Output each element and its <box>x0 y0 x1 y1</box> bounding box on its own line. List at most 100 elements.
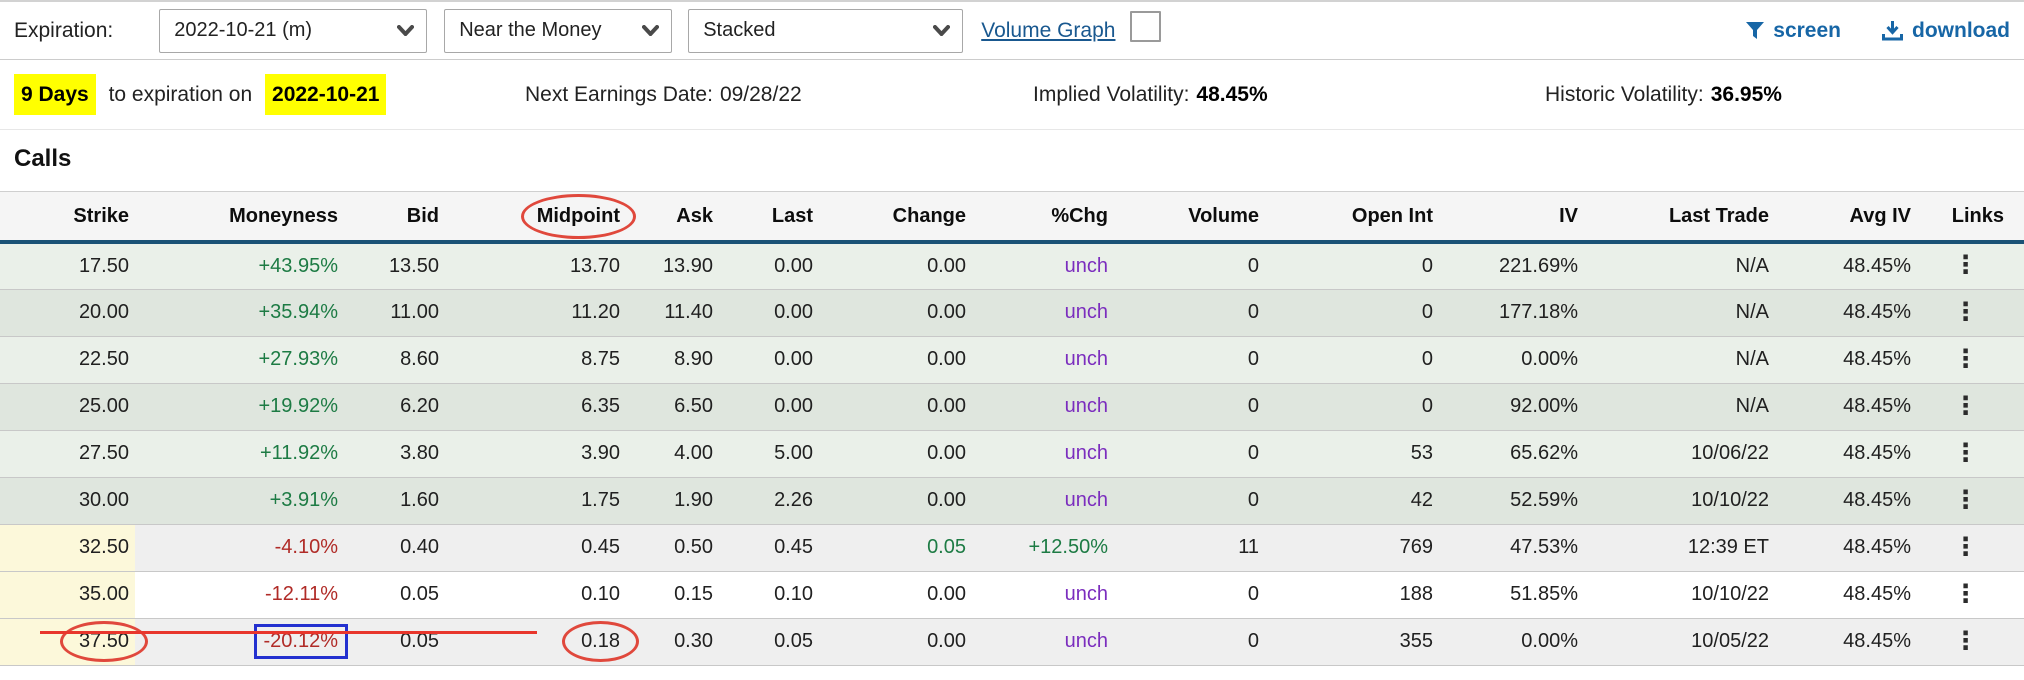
cell-value: 32.50 <box>78 536 129 558</box>
cell-change: 0.00 <box>819 336 972 384</box>
cell-ask: 13.90 <box>626 242 719 290</box>
screen-button[interactable]: screen <box>1745 19 1841 43</box>
cell-value: 1.90 <box>674 489 713 511</box>
cell-value: 6.35 <box>581 395 620 417</box>
cell-bid: 13.50 <box>344 242 445 290</box>
cell-value: N/A <box>1735 301 1769 323</box>
row-menu-icon[interactable]: ⋮ <box>1953 485 1978 514</box>
cell-value: -20.12% <box>253 624 348 659</box>
cell-last_trade: 12:39 ET <box>1584 524 1775 572</box>
expiration-info-bar: 9 Days to expiration on 2022-10-21 Next … <box>0 60 2024 130</box>
cell-volume: 0 <box>1114 242 1265 290</box>
cell-value: 0 <box>1247 301 1259 323</box>
cell-value: 8.60 <box>400 348 439 370</box>
cell-strike: 37.50 <box>0 618 148 666</box>
cell-value: 11.00 <box>390 301 439 323</box>
cell-last_trade: 10/06/22 <box>1584 430 1775 478</box>
annotation-red-line <box>40 631 537 634</box>
cell-value: 48.45% <box>1843 489 1911 511</box>
row-menu-icon[interactable]: ⋮ <box>1953 579 1978 608</box>
cell-volume: 0 <box>1114 289 1265 337</box>
cell-pct_chg: unch <box>972 336 1114 384</box>
cell-value: 0.00 <box>927 301 966 323</box>
cell-value: 47.53% <box>1510 536 1578 558</box>
cell-change: 0.00 <box>819 477 972 525</box>
cell-moneyness: +19.92% <box>135 383 344 431</box>
cell-value: 177.18% <box>1499 301 1578 323</box>
view-mode-select[interactable]: Stacked <box>688 8 964 53</box>
cell-value: N/A <box>1735 254 1769 277</box>
volume-graph-link[interactable]: Volume Graph <box>981 18 1116 42</box>
cell-value: 0.05 <box>927 536 966 558</box>
cell-ask: 0.50 <box>626 524 719 572</box>
chevron-down-icon <box>933 25 951 36</box>
col-header-strike: Strike <box>0 192 135 244</box>
table-row: 20.00 +35.94% 11.00 11.20 11.40 0.00 0.00 unch 0… <box>0 289 2024 337</box>
cell-midpoint: 13.70 <box>445 242 626 290</box>
col-header-midpoint: Midpoint <box>445 192 636 244</box>
row-menu-icon[interactable]: ⋮ <box>1953 251 1978 280</box>
cell-value: 25.00 <box>78 395 129 417</box>
col-header-label: %Chg <box>1051 204 1108 227</box>
row-menu-icon[interactable]: ⋮ <box>1953 438 1978 467</box>
cell-value: 0.00 <box>774 301 813 323</box>
volume-graph-checkbox[interactable] <box>1130 11 1162 42</box>
cell-value: 48.45% <box>1843 254 1911 277</box>
cell-links: ⋮ <box>1917 336 2024 384</box>
cell-open_int: 0 <box>1265 289 1439 337</box>
row-menu-icon[interactable]: ⋮ <box>1953 626 1978 655</box>
cell-iv: 52.59% <box>1439 477 1584 525</box>
row-menu-icon[interactable]: ⋮ <box>1953 391 1978 420</box>
col-header-bid: Bid <box>344 192 445 244</box>
col-header-iv: IV <box>1439 192 1584 244</box>
cell-value: 0.10 <box>581 583 620 605</box>
cell-bid: 8.60 <box>344 336 445 384</box>
row-menu-icon[interactable]: ⋮ <box>1953 297 1978 326</box>
cell-value: 4.00 <box>674 442 713 464</box>
cell-change: 0.00 <box>819 571 972 619</box>
cell-value: 0.05 <box>774 630 813 652</box>
col-header-last: Last <box>719 192 819 244</box>
cell-value: 0 <box>1247 583 1259 605</box>
cell-volume: 0 <box>1114 618 1265 666</box>
download-button[interactable]: download <box>1881 19 2010 43</box>
cell-value: 3.80 <box>400 442 439 464</box>
row-menu-icon[interactable]: ⋮ <box>1953 344 1978 373</box>
cell-value: unch <box>1064 630 1108 652</box>
cell-open_int: 188 <box>1265 571 1439 619</box>
cell-volume: 0 <box>1114 383 1265 431</box>
row-menu-icon[interactable]: ⋮ <box>1953 532 1978 561</box>
cell-links: ⋮ <box>1917 571 2024 619</box>
cell-bid: 0.05 <box>344 571 445 619</box>
cell-value: 188 <box>1399 583 1433 605</box>
table-row: 32.50 -4.10% 0.40 0.45 0.50 0.45 0.05 +12.50% 11… <box>0 524 2024 572</box>
cell-value: 0 <box>1247 442 1259 464</box>
cell-value: 0.45 <box>581 536 620 558</box>
cell-strike: 17.50 <box>0 242 135 290</box>
cell-open_int: 0 <box>1265 383 1439 431</box>
cell-moneyness: +43.95% <box>135 242 344 290</box>
col-header-label: Change <box>892 204 966 227</box>
strikes-filter-select[interactable]: Near the Money <box>444 8 673 53</box>
cell-value: 42 <box>1410 489 1433 511</box>
cell-value: 11.20 <box>571 301 620 323</box>
col-header-label: Last Trade <box>1668 204 1769 227</box>
cell-value: +35.94% <box>258 301 338 323</box>
cell-open_int: 0 <box>1265 242 1439 290</box>
cell-change: 0.00 <box>819 430 972 478</box>
col-header-links: Links <box>1917 192 2024 244</box>
expiration-select[interactable]: 2022-10-21 (m) <box>159 8 428 53</box>
earnings-label: Next Earnings Date: <box>525 82 713 106</box>
cell-bid: 1.60 <box>344 477 445 525</box>
col-header-label: IV <box>1559 204 1578 227</box>
cell-change: 0.00 <box>819 383 972 431</box>
cell-value: 0.45 <box>774 536 813 558</box>
cell-strike: 20.00 <box>0 289 135 337</box>
cell-pct_chg: unch <box>972 618 1114 666</box>
historic-volatility: Historic Volatility: 36.95% <box>1545 83 1782 107</box>
cell-moneyness: +3.91% <box>135 477 344 525</box>
table-header-row: Strike Moneyness Bid Midpoint Ask Last Change%… <box>0 192 2024 244</box>
cell-last_trade: 10/10/22 <box>1584 571 1775 619</box>
cell-value: unch <box>1064 442 1108 464</box>
